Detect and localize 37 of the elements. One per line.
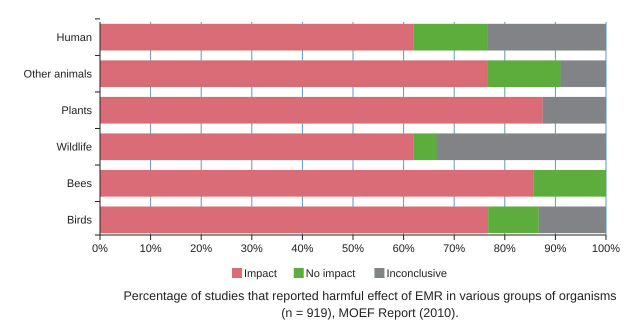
legend-label: Inconclusive [386, 268, 447, 280]
x-tick-label: 20% [190, 243, 212, 255]
legend-label: Impact [244, 268, 277, 280]
bar [100, 206, 488, 234]
x-tick-label: 40% [291, 243, 314, 255]
bar [414, 133, 436, 160]
x-tick-label: 10% [140, 243, 162, 255]
y-tick-label: Birds [66, 214, 92, 227]
x-tick-label: 60% [392, 243, 415, 255]
y-tick-label: Wildlife [56, 142, 92, 154]
bar [100, 170, 534, 197]
bar [487, 24, 606, 50]
bar [436, 133, 606, 160]
x-tick-label: 70% [443, 243, 466, 255]
x-tick-label: 90% [544, 243, 567, 255]
text: Percentage of studies that reported harmful effect of EMR in various groups of organisms (n = 919), MOEF Report (2010). [123, 289, 617, 320]
bar [487, 60, 560, 88]
y-tick-label: Bees [66, 178, 92, 190]
x-tick-label: 100% [592, 243, 620, 255]
legend-label: No impact [306, 268, 356, 280]
y-tick-label: Human [56, 32, 92, 44]
bar [100, 133, 414, 160]
x-tick-label: 80% [494, 243, 516, 255]
x-tick-label: 30% [240, 243, 264, 255]
bar [100, 96, 543, 124]
bar [542, 96, 606, 124]
bar [534, 170, 606, 197]
bar [538, 206, 606, 234]
x-tick-label: 0% [92, 243, 108, 255]
y-tick-label: Plants [61, 105, 92, 118]
y-tick-label: Other animals [24, 68, 92, 81]
bar [100, 24, 414, 50]
x-tick-label: 50% [342, 243, 364, 255]
bar [560, 60, 606, 88]
bar [100, 60, 488, 88]
bar [488, 206, 539, 234]
bar [414, 24, 488, 50]
